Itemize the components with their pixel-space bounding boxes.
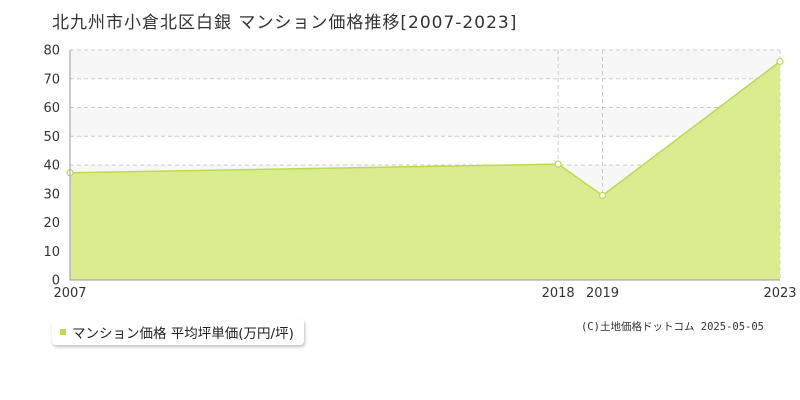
series-area bbox=[70, 61, 780, 280]
series-layer bbox=[66, 57, 784, 280]
y-tick-label: 30 bbox=[43, 187, 60, 202]
y-tick-label: 70 bbox=[43, 72, 60, 87]
y-tick-label: 40 bbox=[43, 159, 60, 174]
data-point-2019 bbox=[598, 191, 607, 200]
axes bbox=[69, 50, 780, 281]
series-line bbox=[69, 60, 781, 197]
data-point-2018 bbox=[554, 160, 562, 168]
y-tick-label: 60 bbox=[43, 101, 60, 116]
legend: マンション価格 平均坪単価(万円/坪) bbox=[52, 319, 304, 345]
background-band bbox=[70, 107, 780, 137]
x-tick-label: 2018 bbox=[542, 286, 575, 301]
y-tick-labels: 0 10 20 30 40 50 60 70 80 bbox=[43, 44, 60, 289]
background-band bbox=[70, 50, 780, 79]
x-tick-labels: 2007 2018 2019 2023 bbox=[53, 286, 796, 301]
x-tick-label: 2019 bbox=[586, 286, 619, 301]
y-tick-label: 0 bbox=[52, 274, 60, 289]
y-tick-label: 50 bbox=[43, 130, 60, 145]
x-tick-label: 2023 bbox=[763, 286, 796, 301]
y-tick-label: 80 bbox=[43, 44, 60, 59]
y-tick-label: 20 bbox=[43, 216, 60, 231]
copyright-text: (C)土地価格ドットコム 2025-05-05 bbox=[580, 321, 764, 333]
data-point-2023 bbox=[776, 57, 784, 66]
legend-marker-icon bbox=[60, 329, 66, 335]
x-tick-label: 2007 bbox=[53, 286, 86, 301]
legend-label: マンション価格 平均坪単価(万円/坪) bbox=[72, 326, 294, 342]
y-tick-label: 10 bbox=[43, 245, 60, 260]
chart-title: 北九州市小倉北区白銀 マンション価格推移[2007-2023] bbox=[52, 13, 518, 33]
